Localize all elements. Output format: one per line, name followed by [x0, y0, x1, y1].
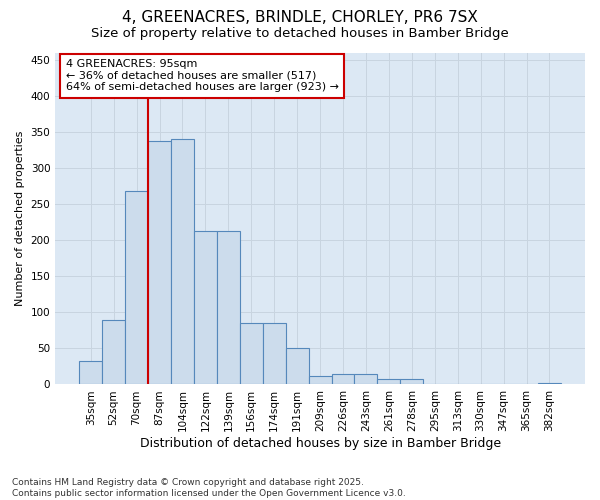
Text: Size of property relative to detached houses in Bamber Bridge: Size of property relative to detached ho…: [91, 28, 509, 40]
Bar: [125, 191, 148, 384]
Bar: [194, 232, 217, 384]
Bar: [308, 376, 332, 384]
Text: 4, GREENACRES, BRINDLE, CHORLEY, PR6 7SX: 4, GREENACRES, BRINDLE, CHORLEY, PR6 7SX: [122, 10, 478, 25]
Y-axis label: Number of detached properties: Number of detached properties: [15, 131, 25, 306]
Text: 4 GREENACRES: 95sqm
← 36% of detached houses are smaller (517)
64% of semi-detac: 4 GREENACRES: 95sqm ← 36% of detached ho…: [66, 59, 339, 92]
Bar: [377, 380, 400, 384]
Bar: [217, 232, 240, 384]
Text: Contains HM Land Registry data © Crown copyright and database right 2025.
Contai: Contains HM Land Registry data © Crown c…: [12, 478, 406, 498]
Bar: [400, 378, 423, 384]
Bar: [240, 323, 263, 384]
Bar: [263, 323, 286, 384]
Bar: [102, 320, 125, 384]
X-axis label: Distribution of detached houses by size in Bamber Bridge: Distribution of detached houses by size …: [140, 437, 500, 450]
Bar: [332, 374, 355, 384]
Bar: [79, 360, 102, 384]
Bar: [148, 142, 171, 384]
Bar: [355, 374, 377, 384]
Bar: [286, 348, 308, 385]
Bar: [171, 139, 194, 384]
Bar: [538, 383, 561, 384]
